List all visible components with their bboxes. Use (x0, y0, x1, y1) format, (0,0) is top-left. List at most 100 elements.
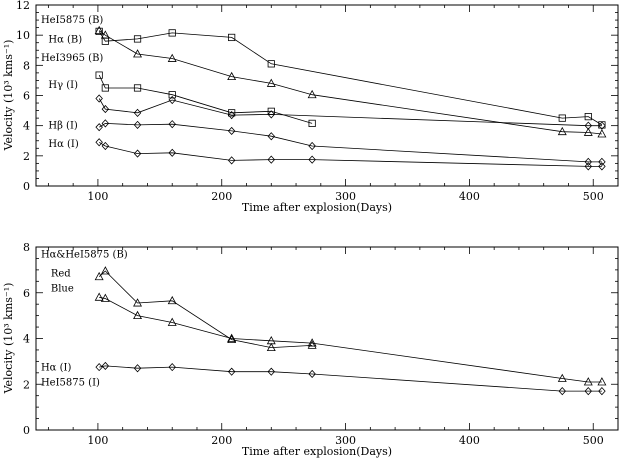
data-point-diamond (168, 363, 176, 372)
y-tick-label: 12 (16, 0, 30, 12)
data-point-diamond (308, 369, 316, 379)
data-point-triangle (133, 298, 143, 307)
y-tick-label: 8 (23, 241, 30, 254)
series-line (98, 31, 603, 126)
data-point-triangle (307, 338, 317, 347)
series-label: Hα (I) (48, 139, 79, 150)
series-label: Blue (51, 284, 74, 295)
data-point-square (228, 33, 236, 42)
series-label: HeI5875 (I) (41, 377, 100, 388)
data-point-square (267, 60, 275, 68)
plot-frame (35, 246, 619, 431)
data-point-diamond (168, 120, 176, 129)
series-line (98, 98, 602, 127)
data-point-triangle (94, 271, 104, 281)
series-label: Hα&HeI5875 (B) (41, 249, 128, 260)
data-point-triangle (94, 292, 104, 301)
data-point-diamond (267, 155, 276, 164)
bottom-panel: 100 200 300 400 500 0 2 4 6 8 Time after explosion… (2, 241, 619, 458)
top-panel: 100 200 300 400 500 0 2 4 6 8 10 12 Time after explo… (2, 0, 619, 214)
x-tick-label: 200 (211, 434, 232, 447)
series-line (98, 122, 602, 163)
y-tick-label: 0 (23, 424, 30, 437)
series-line (98, 141, 602, 167)
data-point-square (558, 114, 566, 122)
data-point-triangle (557, 126, 567, 136)
data-point-square (228, 109, 236, 117)
data-point-diamond (598, 387, 606, 396)
data-point-square (101, 84, 109, 92)
data-point-diamond (227, 367, 236, 376)
data-point-triangle (100, 266, 110, 275)
data-point-diamond (95, 123, 103, 132)
x-tick-label: 100 (87, 190, 108, 203)
data-point-triangle (167, 295, 177, 305)
data-point-diamond (168, 148, 176, 157)
data-point-diamond (101, 119, 110, 128)
x-axis-label: Time after explosion(Days) (242, 445, 392, 458)
y-tick-label: 10 (16, 29, 30, 42)
series-label: Hγ (I) (48, 80, 78, 91)
y-tick-label: 4 (23, 120, 30, 133)
data-point-square (95, 27, 103, 35)
data-point-triangle (583, 377, 593, 386)
x-tick-label: 300 (335, 434, 356, 447)
y-tick-label: 2 (23, 150, 30, 163)
data-point-diamond (598, 157, 606, 166)
series-label: Hα (I) (41, 363, 72, 374)
data-point-diamond (267, 132, 276, 141)
data-point-diamond (133, 120, 142, 130)
series-label: Hα (B) (48, 35, 82, 46)
data-point-triangle (227, 71, 237, 81)
data-point-diamond (584, 387, 593, 396)
y-tick-label: 0 (23, 180, 30, 193)
data-point-triangle (167, 317, 177, 326)
data-point-square (308, 119, 316, 128)
data-point-diamond (584, 162, 593, 171)
data-point-triangle (133, 310, 143, 320)
series-label: Red (51, 269, 71, 280)
data-point-diamond (584, 121, 593, 130)
x-tick-label: 400 (459, 434, 480, 447)
x-tick-label: 300 (335, 190, 356, 203)
series-label: HeI5875 (B) (41, 15, 103, 26)
series-label: HeI3965 (B) (41, 53, 103, 64)
data-point-square (133, 35, 142, 43)
data-point-diamond (168, 95, 176, 105)
data-point-triangle (307, 340, 317, 349)
data-point-triangle (94, 25, 104, 35)
data-point-diamond (227, 111, 236, 120)
data-point-diamond (584, 157, 593, 166)
y-tick-label: 8 (23, 59, 30, 72)
x-tick-label: 500 (583, 434, 604, 447)
y-tick-label: 2 (23, 378, 30, 391)
data-point-square (168, 29, 176, 37)
series-line (99, 296, 602, 383)
data-point-diamond (95, 138, 103, 147)
data-point-square (168, 91, 176, 99)
data-point-triangle (100, 30, 110, 39)
data-point-diamond (101, 361, 110, 371)
y-tick-label: 6 (23, 287, 30, 300)
x-tick-label: 200 (211, 190, 232, 203)
data-point-diamond (267, 110, 276, 119)
data-point-triangle (597, 129, 607, 138)
data-point-triangle (133, 49, 143, 58)
y-tick-label: 4 (23, 333, 30, 346)
data-point-triangle (266, 78, 276, 87)
series-line (98, 30, 602, 135)
data-point-triangle (557, 373, 567, 382)
data-point-triangle (597, 377, 607, 386)
data-point-diamond (598, 121, 606, 130)
data-point-diamond (227, 126, 236, 136)
y-axis-label: Velocity (10³ kms⁻¹) (2, 40, 15, 152)
x-tick-label: 400 (459, 190, 480, 203)
data-point-triangle (100, 293, 110, 302)
data-point-triangle (266, 342, 276, 352)
data-point-diamond (101, 104, 110, 114)
data-point-diamond (95, 94, 103, 103)
data-point-diamond (133, 149, 142, 158)
series-line (99, 365, 602, 392)
data-point-square (95, 71, 103, 79)
